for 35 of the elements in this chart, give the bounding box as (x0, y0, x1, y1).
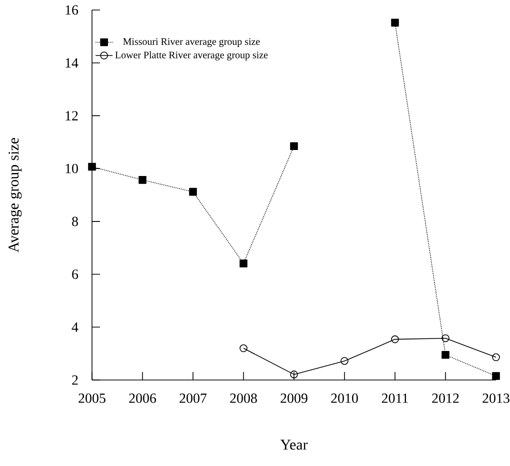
point (442, 350, 450, 359)
y-tick-label: 8 (72, 216, 78, 226)
y-tick-label: 6 (72, 270, 78, 279)
point (391, 18, 399, 27)
y-tick-label: 4 (72, 322, 78, 332)
x-tick-label: 2010 (331, 394, 358, 403)
point (492, 353, 500, 362)
point (492, 372, 500, 380)
x-tick-label: 2011 (382, 394, 408, 403)
point (340, 357, 348, 365)
point (189, 188, 197, 196)
y-tick-label: 2 (72, 375, 78, 385)
point (290, 142, 298, 150)
x-tick-label: 2012 (432, 394, 459, 403)
x-tick-label: 2006 (129, 394, 156, 403)
x-tick-label: 2009 (280, 394, 308, 403)
x-tick-label: 2007 (180, 394, 207, 403)
point (240, 260, 248, 268)
y-tick-label: 12 (66, 111, 78, 120)
x-tick-label: 2008 (230, 394, 257, 403)
point (391, 335, 399, 344)
y-tick-label: 16 (66, 5, 78, 15)
x-tick-label: 2013 (482, 394, 510, 403)
x-tick-label: 2005 (78, 394, 106, 403)
point (442, 334, 450, 342)
legend-label: Missouri River average group size (123, 38, 260, 47)
x-axis-title: Year (280, 440, 308, 450)
point (138, 176, 146, 184)
point (240, 344, 248, 352)
point (88, 162, 96, 171)
y-tick-label: 14 (66, 58, 78, 68)
y-axis-title: Average group size (8, 138, 22, 252)
point (290, 370, 298, 378)
legend-label: Lower Platte River average group size (115, 51, 268, 60)
y-tick-label: 10 (66, 164, 78, 174)
